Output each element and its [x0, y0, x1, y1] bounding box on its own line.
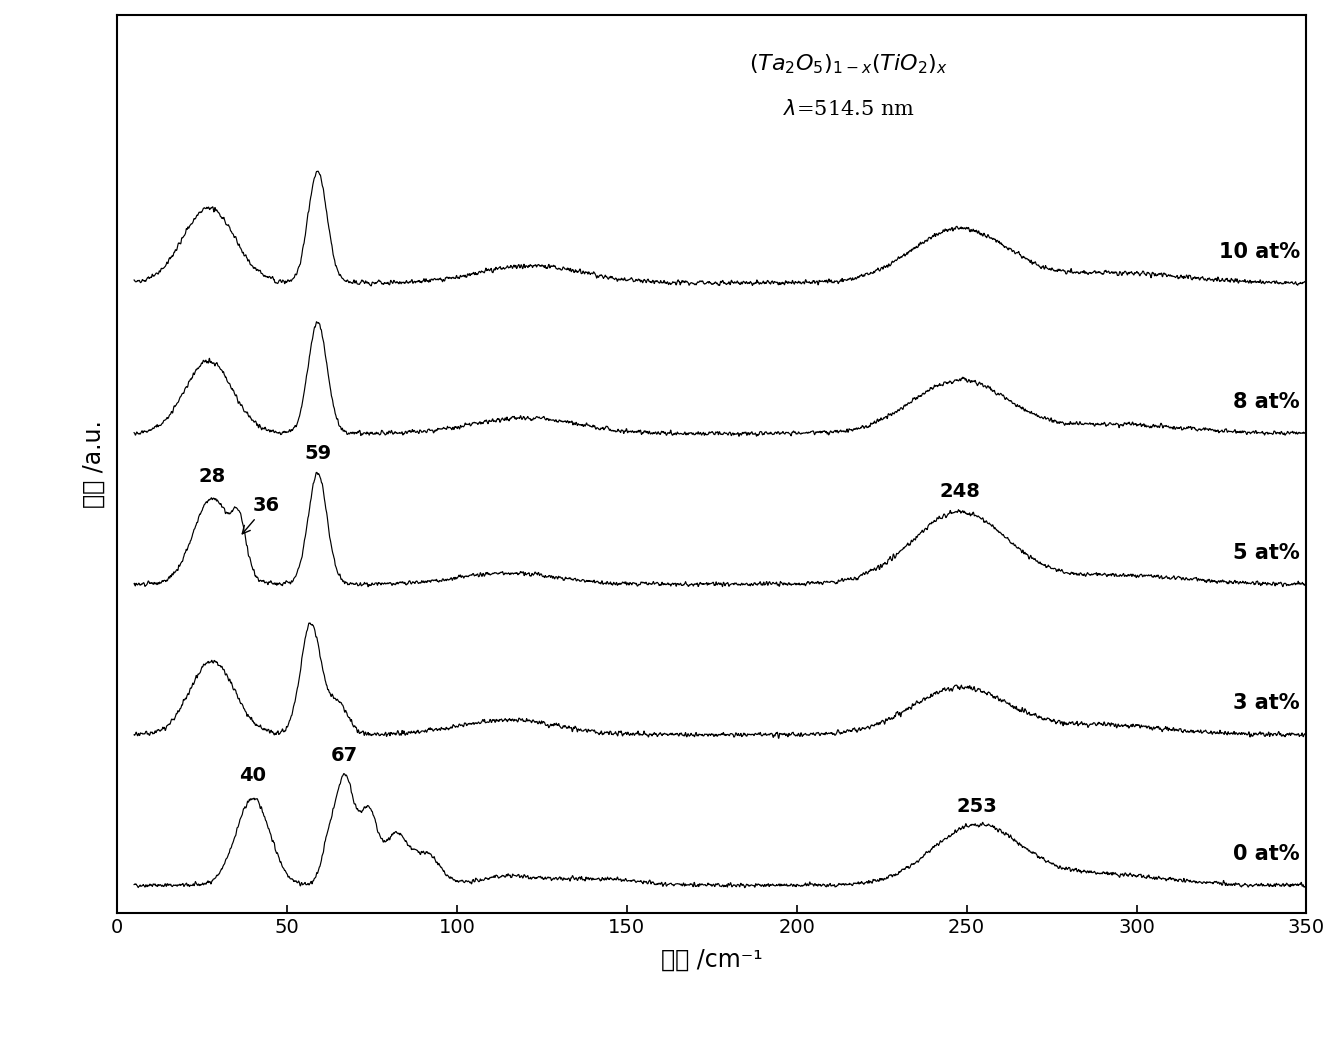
Text: 28: 28: [198, 467, 226, 486]
Text: 59: 59: [304, 445, 331, 463]
Text: 253: 253: [957, 797, 997, 816]
Text: 10 at%: 10 at%: [1218, 241, 1300, 262]
Text: 0 at%: 0 at%: [1233, 844, 1300, 864]
Text: 5 at%: 5 at%: [1233, 542, 1300, 563]
Text: 3 at%: 3 at%: [1233, 693, 1300, 714]
Text: 67: 67: [331, 746, 358, 765]
Text: 8 at%: 8 at%: [1233, 392, 1300, 412]
Text: 248: 248: [939, 482, 981, 502]
Text: 36: 36: [243, 496, 280, 534]
Text: 40: 40: [240, 766, 267, 784]
X-axis label: 波数 /cm⁻¹: 波数 /cm⁻¹: [661, 948, 762, 973]
Text: $\lambda$=514.5 nm: $\lambda$=514.5 nm: [783, 100, 914, 119]
Y-axis label: 强度 /a.u.: 强度 /a.u.: [82, 420, 106, 508]
Text: $(Ta_2O_5)_{1-x}(TiO_2)_x$: $(Ta_2O_5)_{1-x}(TiO_2)_x$: [749, 53, 947, 76]
